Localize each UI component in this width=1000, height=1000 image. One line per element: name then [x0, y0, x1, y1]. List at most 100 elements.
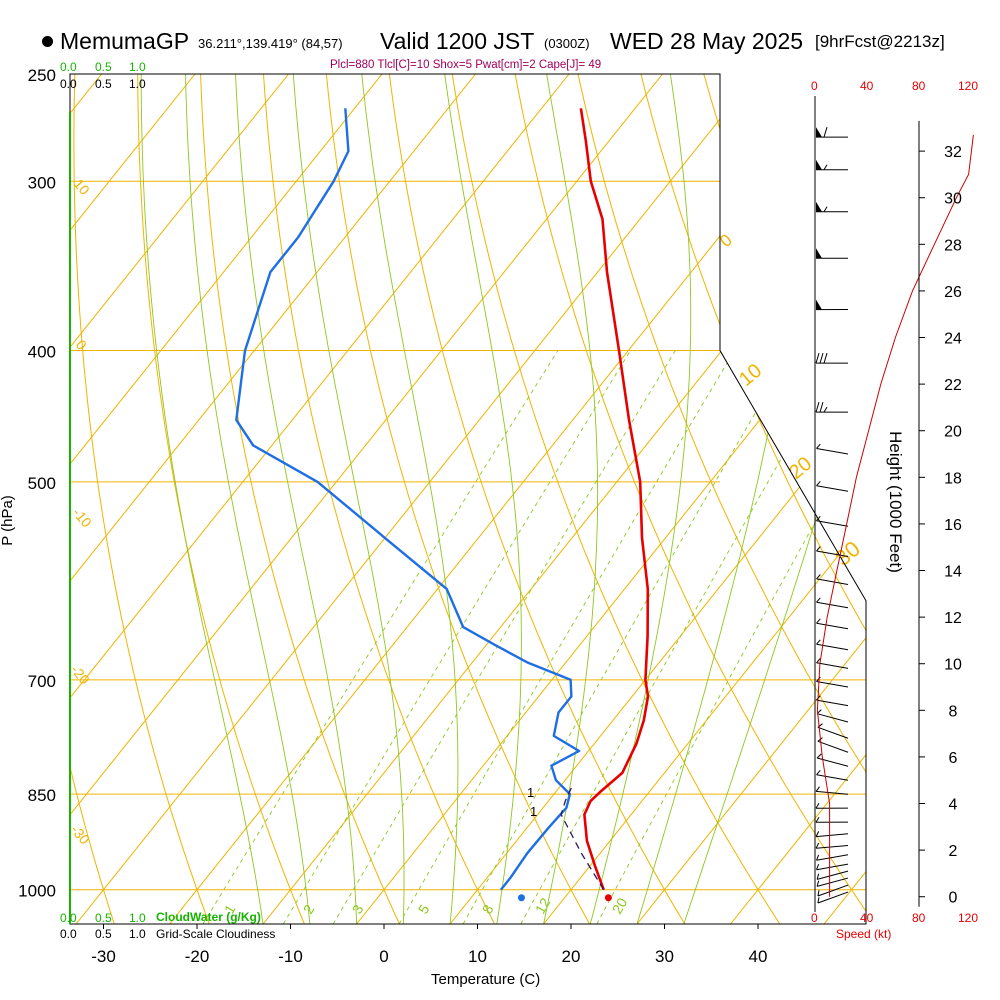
- height-tick-label: 24: [944, 331, 962, 348]
- wind-barb-staff: [816, 643, 849, 651]
- wind-barb-flag: [815, 802, 820, 809]
- speed-bottom-0: 0: [811, 911, 818, 925]
- x-axis-title: Temperature (C): [431, 971, 541, 988]
- wind-barb: [817, 884, 849, 897]
- wind-barb-staff: [816, 757, 849, 767]
- wind-barb-flag: [815, 816, 820, 823]
- moist-adiabat-label: 0: [716, 230, 735, 251]
- speed-axis-label: Speed (kt): [836, 927, 892, 941]
- stability-indices: Plcl=880 Tlcl[C]=10 Shox=5 Pwat[cm]=2 Ca…: [330, 59, 602, 71]
- wind-barb-flag: [816, 864, 820, 870]
- height-axis-title: Height (1000 Feet): [885, 431, 905, 573]
- cloudiness-label: Grid-Scale Cloudiness: [156, 927, 276, 941]
- height-tick-label: 4: [949, 797, 958, 814]
- wind-barb-staff: [816, 844, 849, 849]
- wind-barb-staff: [816, 699, 849, 707]
- speed-bottom-120: 120: [958, 911, 979, 925]
- height-tick-label: 32: [944, 144, 962, 161]
- dewpoint-line: [235, 108, 581, 891]
- speed-bottom-80: 80: [912, 911, 926, 925]
- height-tick-label: 18: [944, 470, 962, 487]
- mixing-ratio-line: [462, 350, 793, 924]
- wind-barb: [816, 863, 849, 871]
- wind-barb: [815, 831, 849, 838]
- isotherm-line: [449, 74, 866, 924]
- cloud-bottom-green-1: 0.5: [95, 911, 112, 925]
- plot-border: [69, 73, 867, 925]
- wind-barb-flag: [815, 831, 820, 837]
- wind-barb-staff: [817, 891, 849, 904]
- isotherm-line: [70, 74, 196, 924]
- wind-barb-flag: [816, 873, 820, 880]
- height-tick-label: 8: [949, 703, 958, 720]
- wind-barb-staff: [816, 578, 849, 585]
- x-tick-label: -30: [91, 947, 116, 966]
- wind-barb-flag: [816, 597, 821, 603]
- wind-barb: [815, 786, 849, 795]
- isotherm-line: [70, 74, 383, 924]
- speed-bottom-40: 40: [860, 911, 874, 925]
- height-tick-label: 30: [944, 191, 962, 208]
- height-tick-label: 26: [944, 284, 962, 301]
- wind-barb-pennant: [816, 201, 822, 212]
- mixing-ratio-line: [596, 350, 866, 924]
- wind-barb: [815, 352, 849, 364]
- wind-barb-flag: [823, 126, 828, 138]
- isotherm-line: [70, 74, 663, 924]
- mixing-ratio-label: 2: [300, 902, 318, 917]
- dry-adiabat-line: [451, 74, 781, 924]
- dry-adiabat-line: [829, 74, 866, 924]
- wind-barb-staff: [816, 854, 849, 861]
- wind-barb: [815, 159, 849, 171]
- wind-barb: [815, 299, 849, 311]
- wind-barb-flag: [819, 352, 824, 364]
- wind-barb: [816, 480, 849, 492]
- wind-barb: [816, 443, 849, 455]
- pressure-label: 400: [28, 343, 56, 362]
- surface-temperature-dot: [604, 894, 612, 902]
- wind-barb-flag: [817, 890, 820, 897]
- cloud-bottom-black-1: 0.5: [95, 927, 112, 941]
- wind-barb-staff: [816, 601, 849, 609]
- wind-barb-flag: [816, 676, 821, 682]
- x-tick-label: 10: [468, 947, 487, 966]
- dry-adiabat-line: [200, 74, 400, 924]
- dry-adiabat-line: [766, 74, 866, 924]
- x-tick-label: -20: [185, 947, 210, 966]
- axes: -30 -20 -10 0 10 20 30 402503004005007008501000…: [18, 66, 962, 966]
- forecast-date: WED 28 May 2025: [610, 28, 804, 54]
- wind-barb: [817, 891, 849, 904]
- sounding-profiles: 11: [235, 108, 650, 902]
- wind-barb-flag: [815, 786, 820, 792]
- dry-adiabat-line: [577, 74, 866, 924]
- wind-barb-flag: [815, 401, 820, 413]
- isotherm-line: [70, 74, 476, 924]
- wind-speed-line: [816, 134, 974, 897]
- pressure-label: 500: [28, 474, 56, 493]
- mixing-ratio-line: [202, 350, 559, 924]
- wind-barb-staff: [817, 740, 849, 753]
- parcel-path-line: [560, 786, 605, 891]
- height-tick-label: 10: [944, 657, 962, 674]
- cloud-top-green-2: 1.0: [129, 60, 146, 74]
- wind-barb: [816, 676, 849, 688]
- mixing-ratio-label: 5: [415, 902, 433, 917]
- wind-barbs: [815, 126, 849, 904]
- wind-barb-flag: [816, 639, 821, 645]
- moist-adiabat-line: [636, 74, 807, 924]
- y-axis-title: P (hPa): [0, 495, 16, 546]
- wind-barb-flag: [816, 574, 821, 580]
- wind-barb: [816, 618, 849, 630]
- wind-barb: [816, 515, 849, 527]
- wind-barb-flag: [816, 618, 821, 624]
- height-tick-label: 0: [949, 890, 958, 907]
- mixing-ratio-line: [282, 350, 631, 924]
- wind-barb: [816, 597, 849, 609]
- surface-dewpoint-dot: [517, 894, 525, 902]
- height-tick-label: 6: [949, 750, 958, 767]
- isotherm-line: [823, 74, 866, 924]
- wind-barb: [816, 870, 849, 880]
- isotherm-line: [543, 74, 866, 924]
- dry-adiabat-line: [955, 74, 1000, 924]
